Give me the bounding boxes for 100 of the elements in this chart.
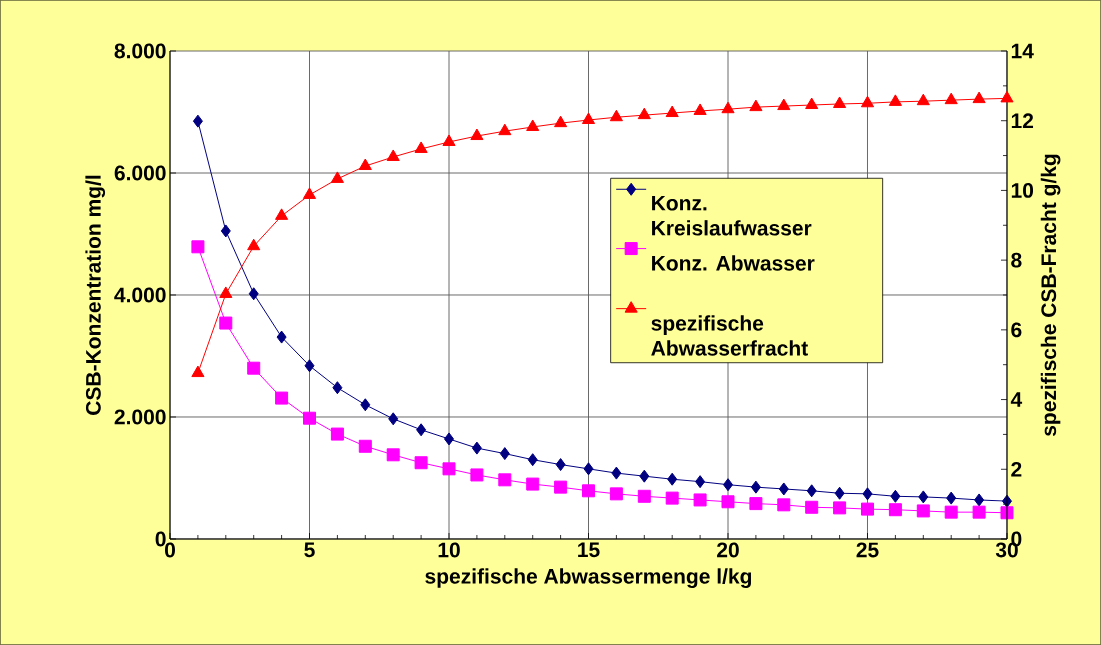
point: [833, 501, 847, 515]
point: [693, 493, 707, 507]
y-axis-title: CSB-Konzentration mg/l: [85, 175, 106, 415]
point: [330, 427, 344, 441]
point: [1000, 506, 1014, 520]
point: [470, 128, 484, 141]
point: [749, 497, 763, 511]
point: [581, 112, 596, 125]
point: [777, 498, 791, 512]
y2-tick-label: 14: [1011, 43, 1034, 59]
point: [890, 489, 901, 503]
point: [946, 491, 957, 505]
point: [192, 114, 203, 128]
y-tick-label: 4.000: [114, 287, 166, 303]
point: [637, 107, 651, 120]
point: [639, 469, 650, 483]
point: [275, 391, 289, 405]
y2-axis-title: spezifische CSB-Fracht g/kg: [1040, 154, 1061, 437]
x-axis-title: spezifische Abwassermenge l/kg: [425, 568, 752, 588]
y2-tick-label: 10: [1011, 182, 1034, 198]
point: [777, 98, 791, 111]
point: [750, 480, 761, 494]
y2-tick-label: 8: [1011, 252, 1022, 268]
point: [944, 92, 958, 105]
x-tick-label: 5: [304, 542, 315, 558]
point: [358, 158, 372, 171]
point: [386, 448, 400, 462]
point: [360, 398, 371, 412]
point: [833, 96, 847, 108]
point: [220, 224, 231, 238]
point: [554, 115, 568, 128]
point: [888, 94, 902, 106]
point: [526, 119, 540, 131]
point: [219, 286, 233, 298]
legend-label: Konz. Kreislaufwasser: [652, 195, 812, 236]
point: [247, 238, 261, 251]
y2-tick-label: 2: [1011, 461, 1022, 477]
point: [665, 105, 679, 118]
point: [414, 141, 428, 153]
point: [471, 441, 482, 455]
point: [609, 109, 623, 122]
point: [805, 97, 819, 110]
point: [470, 468, 484, 482]
point: [388, 412, 399, 426]
point: [834, 486, 845, 500]
point: [416, 423, 427, 437]
point: [219, 316, 233, 330]
legend-label: spezifische Abwasserfracht: [651, 315, 808, 356]
point: [667, 472, 678, 486]
y2-tick-label: 6: [1011, 322, 1022, 338]
point: [386, 149, 400, 161]
point: [527, 453, 538, 467]
x-tick-label: 25: [856, 542, 879, 558]
x-tick-label: 15: [578, 542, 600, 558]
point: [330, 171, 344, 183]
point: [554, 480, 568, 494]
point: [721, 495, 735, 509]
legend-label: Konz. Abwasser: [652, 255, 815, 271]
y-tick-label: 2.000: [114, 409, 166, 425]
point: [304, 359, 315, 373]
point: [749, 99, 763, 112]
point: [1000, 90, 1014, 103]
x-tick-label: 10: [438, 542, 460, 558]
point: [583, 462, 594, 476]
y-tick-label: 8.000: [114, 43, 166, 59]
point: [806, 484, 817, 498]
y-tick-label: 6.000: [114, 165, 166, 181]
point: [693, 103, 707, 115]
point: [611, 466, 622, 480]
point: [555, 458, 566, 472]
point: [918, 490, 929, 504]
point: [275, 208, 289, 220]
y2-tick-label: 4: [1010, 392, 1023, 407]
point: [637, 489, 651, 503]
point: [721, 101, 735, 114]
point: [862, 487, 873, 501]
point: [609, 487, 623, 501]
point: [442, 462, 456, 476]
point: [974, 493, 985, 507]
point: [191, 240, 205, 254]
point: [665, 491, 679, 505]
point: [860, 95, 875, 108]
point: [498, 473, 512, 487]
point: [972, 505, 986, 519]
point: [723, 478, 733, 492]
y2-tick-label: 12: [1011, 113, 1034, 129]
point: [444, 432, 454, 446]
point: [276, 330, 287, 344]
point: [302, 187, 317, 199]
point: [944, 505, 958, 519]
x-tick-label: 20: [717, 542, 739, 558]
point: [303, 411, 317, 425]
point: [358, 439, 372, 453]
point: [778, 482, 789, 496]
point: [191, 365, 205, 378]
point: [247, 361, 261, 375]
point: [695, 475, 706, 489]
point: [916, 93, 930, 106]
point: [861, 502, 874, 516]
point: [499, 447, 510, 461]
